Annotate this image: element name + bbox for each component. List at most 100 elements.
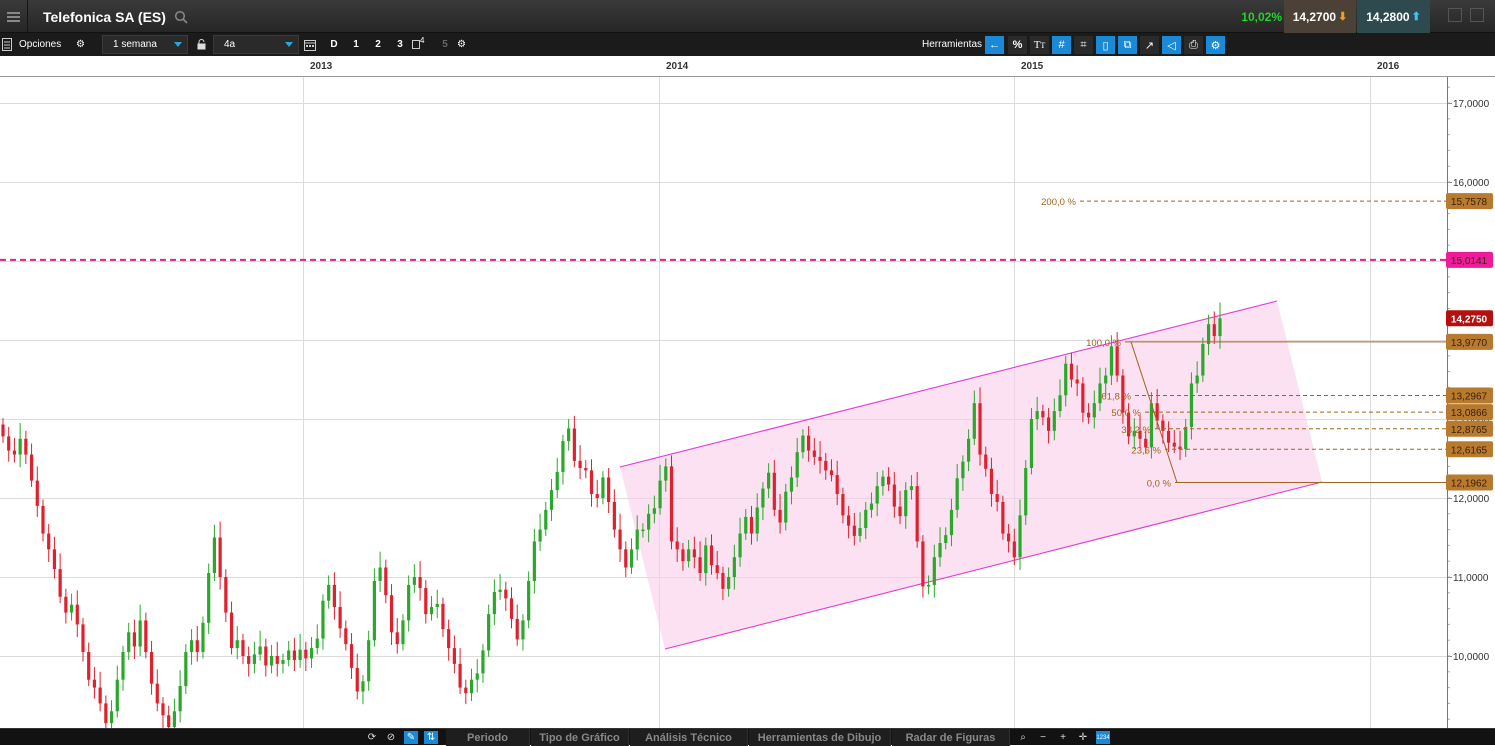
candle-body [1132,430,1136,437]
candle-body [938,543,942,558]
price-label-text: 12,8765 [1451,425,1488,436]
candle-body [1012,541,1016,558]
candle-body [607,477,611,502]
candle-body [681,549,685,562]
print-icon[interactable]: ⎙ [1184,36,1203,54]
settings-tools-icon[interactable]: ⚙ [1206,36,1225,54]
tab-periodo[interactable]: Periodo [446,729,530,746]
period-badge-button[interactable]: 4 [412,33,426,56]
candle-body [538,529,542,542]
crosshair-grid-icon[interactable]: ⌗ [1074,36,1093,54]
zoom-in-icon[interactable]: + [1060,732,1066,743]
bid-price[interactable]: 14,2700 ⬇ [1284,0,1356,33]
candle-body [218,537,222,577]
price-chart[interactable]: 200,0 % 100,0 % 61,8 % 50,0 % 38,2 % 23,6 % 0,… [0,56,1495,728]
range-select[interactable]: 4a [213,35,299,54]
candle-body [978,403,982,455]
zoom-out-icon[interactable]: − [1040,732,1046,743]
candle-body [669,466,674,542]
trend-channel[interactable] [619,300,1323,650]
candle-body [81,624,85,653]
windows-icon[interactable]: ⧉ [1118,36,1137,54]
candle-body [572,428,576,461]
candle-body [778,509,782,523]
lock-icon[interactable] [197,33,207,56]
tab-radar-figuras[interactable]: Radar de Figuras [892,729,1010,746]
tab-analisis-tecnico[interactable]: Análisis Técnico [630,729,748,746]
candle-body [1109,346,1114,376]
candle-body [487,614,491,651]
price-label-badge [1446,420,1493,437]
percent-icon[interactable]: % [1008,36,1027,54]
candle-body [338,607,342,629]
candle-body [447,629,451,649]
ask-price[interactable]: 14,2800 ⬆ [1357,0,1430,33]
period-d-button[interactable]: D [330,39,338,50]
candle-body [201,622,205,653]
grid-icon[interactable]: # [1052,36,1071,54]
candle-body [1126,412,1131,437]
maximize-icon[interactable] [1470,8,1484,22]
candle-body [121,652,125,680]
fibonacci-retracement[interactable]: 200,0 % 100,0 % 61,8 % 50,0 % 38,2 % 23,6 % 0,… [0,197,1447,490]
candle-body [167,715,171,728]
indicator-icon[interactable]: ↗ [1140,36,1159,54]
candle-body [544,509,548,530]
channel-upper-line [619,300,1278,468]
candle-body [635,529,639,550]
candle-body [944,535,948,544]
tab-tipo-grafico[interactable]: Tipo de Gráfico [531,729,629,746]
document-icon[interactable] [2,33,14,56]
counter-icon[interactable]: 1234 [1096,731,1110,744]
candle-body [738,533,742,558]
period-2-button[interactable]: 2 [375,39,381,50]
back-arrow-icon[interactable]: ← [985,36,1004,54]
candle-body [1201,343,1205,376]
candle-body [955,478,959,510]
sort-icon[interactable]: ⇅ [424,731,438,744]
price-label-badge [1446,474,1493,491]
candle-body [715,565,719,574]
channel-lower-line [664,481,1323,650]
candle-body [995,494,999,502]
calendar-icon[interactable] [304,33,318,56]
gear-icon[interactable]: ⚙ [76,39,85,50]
candle-body [1195,375,1199,384]
crosshair-icon[interactable]: ✛ [1078,732,1088,743]
period-select[interactable]: 1 semana [102,35,188,54]
chart-toolbar: Opciones ⚙ 1 semana 4a D 1 2 3 4 5 ⚙ Her… [0,33,1495,56]
tab-herramientas-dibujo[interactable]: Herramientas de Dibujo [749,729,891,746]
candle-body [92,679,97,688]
tag-icon[interactable]: ◁ [1162,36,1181,54]
candle-body [155,683,159,704]
period-3-button[interactable]: 3 [397,39,403,50]
minimize-icon[interactable] [1448,8,1462,22]
candle-body [41,505,45,534]
candle-body [658,480,662,509]
candle-body [532,541,536,581]
candle-body [1035,411,1039,419]
options-menu[interactable]: Opciones [19,39,62,50]
candle-body [275,656,279,664]
refresh-icon[interactable]: ⟳ [367,732,377,743]
hamburger-menu-icon[interactable] [0,0,28,33]
no-draw-icon[interactable]: ⊘ [386,732,396,743]
candle-icon[interactable]: ▯ [1096,36,1115,54]
search-icon[interactable] [174,10,188,24]
pencil-icon[interactable]: ✎ [404,731,418,744]
period-1-button[interactable]: 1 [353,39,359,50]
candle-body [509,598,514,619]
candle-body [852,525,856,536]
candle-body [807,435,811,451]
candle-body [721,573,725,589]
candle-body [344,628,348,645]
zoom-search-icon[interactable]: ⌕ [1020,732,1026,743]
price-label-badge [1446,193,1493,210]
candle-body [949,509,954,536]
candle-body [498,589,502,593]
candle-body [395,632,399,645]
candle-body [441,603,445,630]
title-bar: Telefonica SA (ES) 10,02% 14,2700 ⬇ 14,28… [0,0,1495,33]
settings-gear-icon[interactable]: ⚙ [457,39,466,50]
